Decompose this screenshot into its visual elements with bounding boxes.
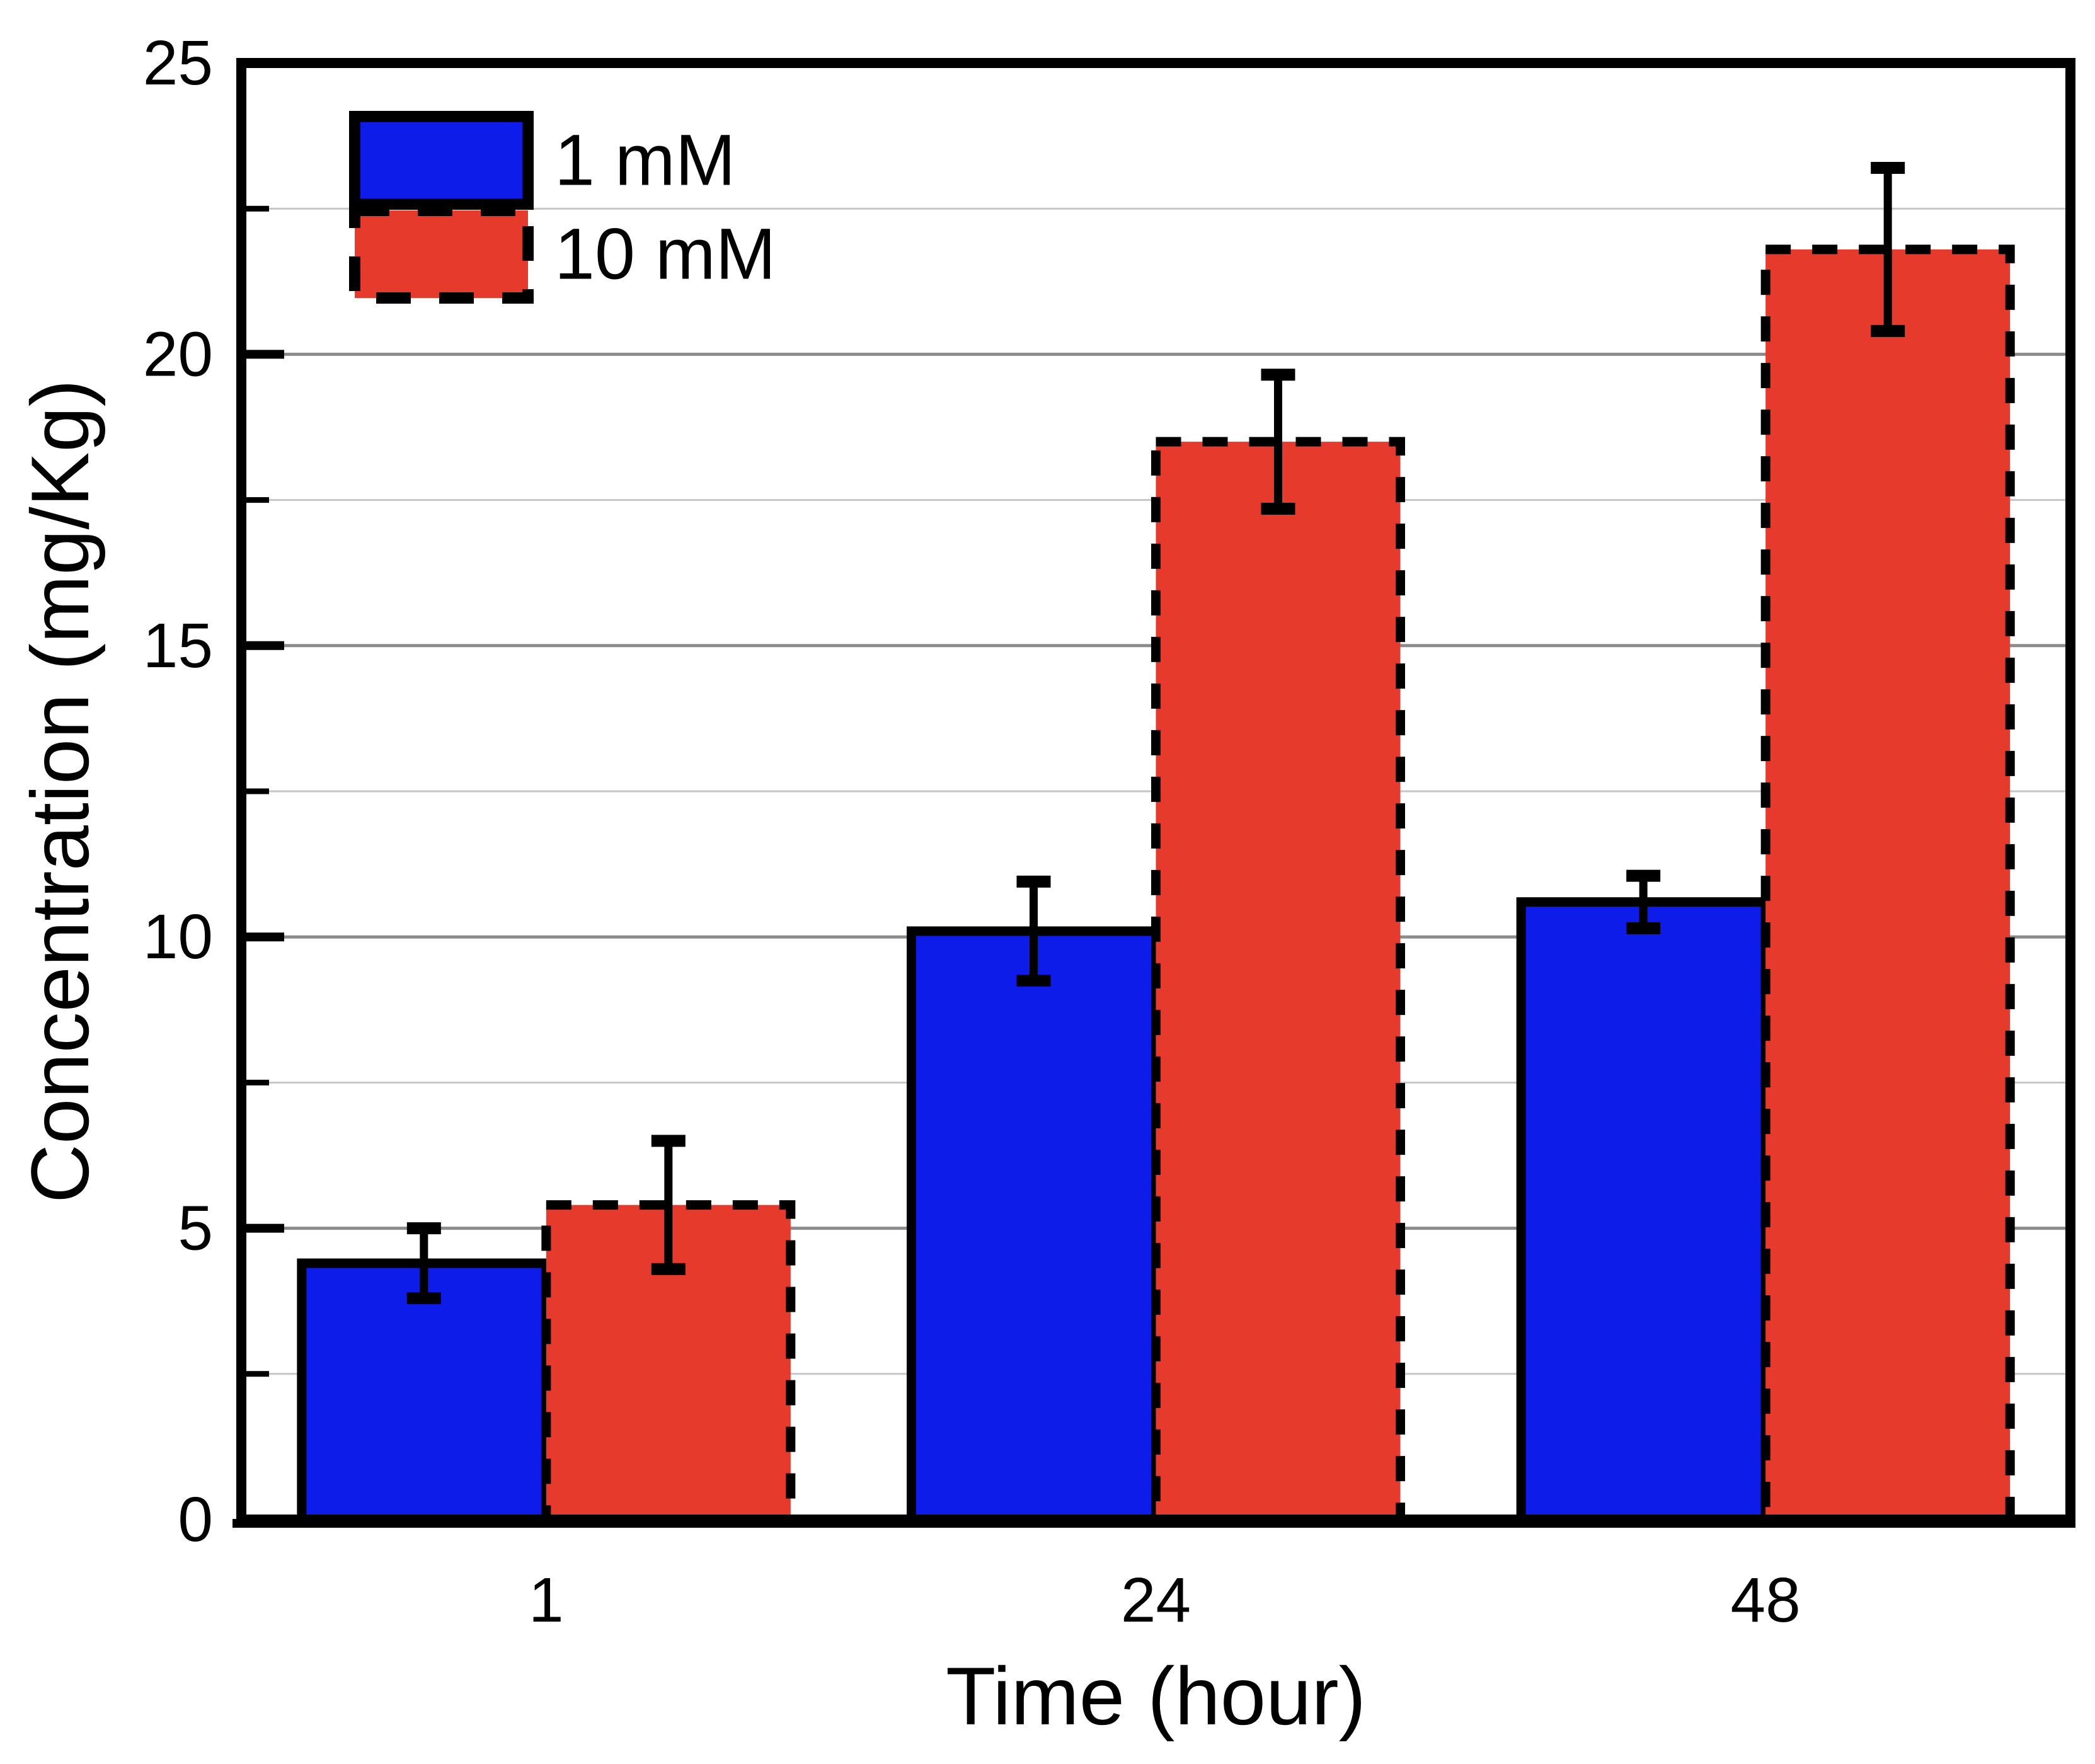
y-tick-label: 5 (178, 1193, 213, 1264)
legend-swatch-dashed (349, 205, 534, 304)
x-tick-label: 48 (1731, 1565, 1801, 1635)
error-bar-1mM-24h (1016, 875, 1051, 987)
error-bar-10mM-48h (1871, 161, 1905, 337)
bar-10mM-48h (1760, 244, 2015, 1525)
y-tick-label: 15 (143, 610, 213, 681)
y-axis-ticks (246, 205, 284, 1377)
legend-item-1mM: 1 mM (349, 111, 736, 210)
x-axis-title: Time (hour) (946, 1650, 1366, 1742)
error-bar-10mM-24h (1261, 369, 1295, 515)
bar-1mM-24h (907, 926, 1161, 1525)
y-axis-title: Concentration (mg/Kg) (14, 379, 106, 1203)
y-tick-labels: 0 5 10 15 20 25 (143, 28, 213, 1555)
legend-swatch-solid (349, 111, 534, 210)
legend-item-10mM: 10 mM (349, 205, 776, 304)
bar-1mM-48h (1516, 897, 1771, 1525)
bar-1mM-1h (297, 1258, 551, 1525)
x-tick-label: 24 (1121, 1565, 1191, 1635)
y-tick-label: 25 (143, 28, 213, 98)
legend-label: 10 mM (554, 214, 776, 295)
error-bars-group (406, 161, 1905, 1305)
error-bar-10mM-1h (651, 1135, 686, 1275)
x-tick-label: 1 (529, 1565, 564, 1635)
legend: 1 mM 10 mM (349, 111, 776, 304)
y-tick-label: 0 (178, 1484, 213, 1555)
y-tick-label: 10 (143, 902, 213, 972)
legend-label: 1 mM (554, 120, 736, 201)
error-bar-1mM-1h (406, 1222, 441, 1305)
bar-10mM-24h (1151, 437, 1405, 1525)
x-tick-labels: 1 24 48 (529, 1565, 1801, 1635)
error-bar-1mM-48h (1626, 869, 1661, 934)
y-tick-label: 20 (143, 319, 213, 389)
